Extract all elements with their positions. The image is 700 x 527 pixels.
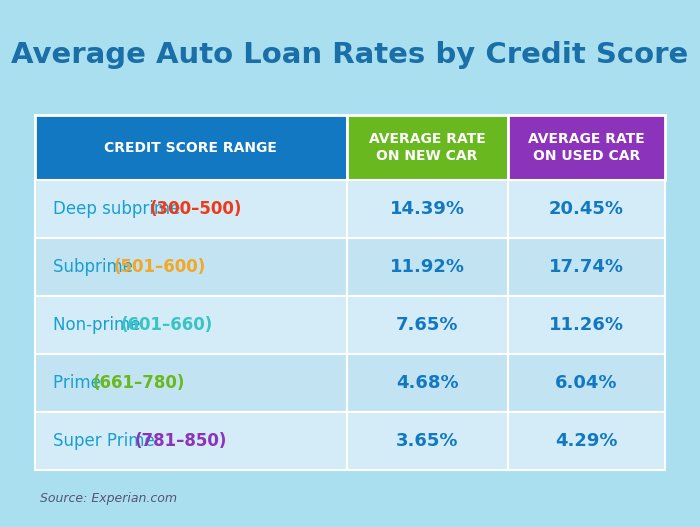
Bar	[35, 180, 347, 238]
Text: 17.74%: 17.74%	[549, 258, 624, 276]
Bar	[508, 296, 665, 354]
Bar	[508, 115, 665, 180]
Text: (781–850): (781–850)	[135, 432, 228, 450]
Bar	[508, 412, 665, 470]
Text: 6.04%: 6.04%	[555, 374, 617, 392]
Bar	[347, 180, 508, 238]
Bar	[347, 296, 508, 354]
Text: (501–600): (501–600)	[114, 258, 206, 276]
Text: (661–780): (661–780)	[92, 374, 185, 392]
Text: AVERAGE RATE
ON NEW CAR: AVERAGE RATE ON NEW CAR	[369, 132, 486, 163]
Bar	[35, 115, 347, 180]
Bar	[35, 296, 347, 354]
Text: 20.45%: 20.45%	[549, 200, 624, 218]
Text: Prime: Prime	[53, 374, 111, 392]
Bar	[508, 354, 665, 412]
Text: 11.92%: 11.92%	[390, 258, 465, 276]
Text: CREDIT SCORE RANGE: CREDIT SCORE RANGE	[104, 141, 277, 154]
Text: (601–660): (601–660)	[121, 316, 213, 334]
Text: Super Prime: Super Prime	[53, 432, 165, 450]
Bar	[508, 238, 665, 296]
Text: Average Auto Loan Rates by Credit Score: Average Auto Loan Rates by Credit Score	[11, 41, 689, 69]
Bar	[347, 354, 508, 412]
Text: Deep subprime: Deep subprime	[53, 200, 191, 218]
Text: 7.65%: 7.65%	[396, 316, 459, 334]
Text: 11.26%: 11.26%	[549, 316, 624, 334]
Text: 4.68%: 4.68%	[396, 374, 459, 392]
Text: 3.65%: 3.65%	[396, 432, 459, 450]
Bar	[347, 412, 508, 470]
Bar	[508, 180, 665, 238]
Bar	[35, 354, 347, 412]
Text: Non-prime: Non-prime	[53, 316, 151, 334]
Bar	[347, 238, 508, 296]
Text: 4.29%: 4.29%	[555, 432, 617, 450]
Text: Source: Experian.com: Source: Experian.com	[40, 492, 177, 505]
Text: 14.39%: 14.39%	[390, 200, 465, 218]
Text: AVERAGE RATE
ON USED CAR: AVERAGE RATE ON USED CAR	[528, 132, 645, 163]
Bar	[347, 115, 508, 180]
Bar	[35, 412, 347, 470]
Text: Subprime: Subprime	[53, 258, 144, 276]
Text: (300–500): (300–500)	[149, 200, 242, 218]
Bar	[35, 238, 347, 296]
